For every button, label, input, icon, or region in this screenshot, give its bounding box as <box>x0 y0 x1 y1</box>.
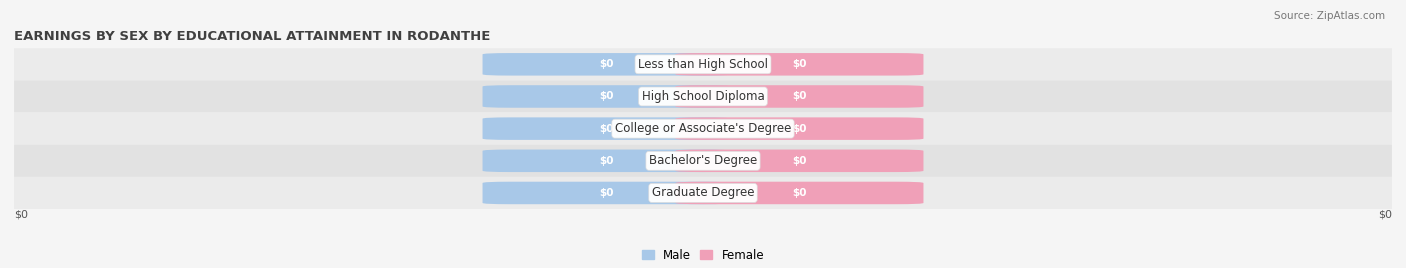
Text: EARNINGS BY SEX BY EDUCATIONAL ATTAINMENT IN RODANTHE: EARNINGS BY SEX BY EDUCATIONAL ATTAINMEN… <box>14 30 491 43</box>
FancyBboxPatch shape <box>482 182 731 204</box>
FancyBboxPatch shape <box>14 48 1392 80</box>
Text: Source: ZipAtlas.com: Source: ZipAtlas.com <box>1274 11 1385 21</box>
Text: $0: $0 <box>792 124 807 134</box>
FancyBboxPatch shape <box>675 117 924 140</box>
FancyBboxPatch shape <box>14 113 1392 145</box>
FancyBboxPatch shape <box>482 150 731 172</box>
Legend: Male, Female: Male, Female <box>637 244 769 266</box>
Text: $0: $0 <box>792 188 807 198</box>
Text: Graduate Degree: Graduate Degree <box>652 187 754 199</box>
Text: $0: $0 <box>599 156 614 166</box>
FancyBboxPatch shape <box>14 177 1392 209</box>
Text: $0: $0 <box>14 209 28 219</box>
Text: $0: $0 <box>1378 209 1392 219</box>
Text: $0: $0 <box>599 91 614 102</box>
Text: $0: $0 <box>792 59 807 69</box>
Text: Bachelor's Degree: Bachelor's Degree <box>650 154 756 167</box>
FancyBboxPatch shape <box>14 145 1392 177</box>
FancyBboxPatch shape <box>675 150 924 172</box>
Text: $0: $0 <box>599 124 614 134</box>
FancyBboxPatch shape <box>675 53 924 76</box>
Text: $0: $0 <box>599 59 614 69</box>
Text: $0: $0 <box>792 91 807 102</box>
FancyBboxPatch shape <box>482 85 731 108</box>
FancyBboxPatch shape <box>14 80 1392 113</box>
Text: Less than High School: Less than High School <box>638 58 768 71</box>
FancyBboxPatch shape <box>482 53 731 76</box>
FancyBboxPatch shape <box>675 182 924 204</box>
FancyBboxPatch shape <box>675 85 924 108</box>
Text: $0: $0 <box>599 188 614 198</box>
FancyBboxPatch shape <box>482 117 731 140</box>
Text: College or Associate's Degree: College or Associate's Degree <box>614 122 792 135</box>
Text: High School Diploma: High School Diploma <box>641 90 765 103</box>
Text: $0: $0 <box>792 156 807 166</box>
